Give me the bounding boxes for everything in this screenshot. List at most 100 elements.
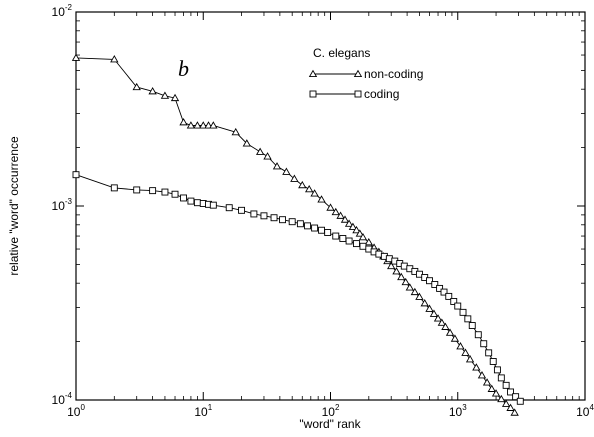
data-point-non-coding <box>110 55 119 63</box>
data-point-non-coding <box>290 174 299 182</box>
data-point-coding <box>474 331 482 339</box>
data-point-non-coding <box>420 299 429 307</box>
data-point-non-coding <box>331 207 340 216</box>
data-point-coding <box>193 199 201 207</box>
data-point-coding <box>440 288 448 296</box>
x-tick-label: 101 <box>194 403 212 419</box>
y-tick-label: 10-2 <box>52 3 73 19</box>
data-point-non-coding <box>255 147 265 155</box>
data-point-coding <box>431 281 439 288</box>
data-point-non-coding <box>310 189 319 197</box>
x-tick-label: 103 <box>449 403 467 419</box>
y-axis-ticks: 10-4 10-3 10-2 <box>52 3 585 407</box>
data-point-non-coding <box>179 118 188 126</box>
data-point-coding <box>209 201 217 209</box>
data-point-non-coding <box>193 121 202 129</box>
data-point-non-coding <box>401 277 410 286</box>
data-point-non-coding <box>506 403 515 411</box>
data-point-non-coding <box>445 328 455 336</box>
legend-title: C. elegans <box>313 46 370 60</box>
data-point-non-coding <box>160 91 170 99</box>
data-point-coding <box>426 277 433 285</box>
data-point-non-coding <box>305 184 314 193</box>
legend-marker <box>308 69 318 78</box>
data-point-non-coding <box>317 195 326 203</box>
data-point-coding <box>110 184 118 192</box>
data-point-non-coding <box>148 87 157 95</box>
data-point-non-coding <box>352 225 361 234</box>
data-point-non-coding <box>491 389 501 397</box>
data-point-non-coding <box>336 211 345 219</box>
legend-item-non-coding: non-coding <box>308 67 423 81</box>
data-point-non-coding <box>497 394 506 403</box>
data-point-non-coding <box>501 399 511 407</box>
data-point-coding <box>318 226 325 234</box>
data-point-non-coding <box>482 378 492 386</box>
data-point-non-coding <box>358 232 368 241</box>
data-point-coding <box>161 188 169 196</box>
data-point-non-coding <box>364 237 373 246</box>
data-point-non-coding <box>242 139 251 147</box>
data-point-non-coding <box>456 342 465 350</box>
data-point-non-coding <box>441 322 450 330</box>
data-point-non-coding <box>433 314 443 322</box>
data-point-coding <box>493 366 501 374</box>
data-point-coding <box>133 186 141 194</box>
data-point-non-coding <box>387 261 396 270</box>
data-point-coding <box>489 358 497 365</box>
data-point-non-coding <box>429 309 439 317</box>
data-point-non-coding <box>461 348 470 356</box>
data-point-coding <box>332 232 340 240</box>
data-point-coding <box>445 292 453 300</box>
data-point-non-coding <box>204 121 213 129</box>
data-point-coding <box>225 204 233 212</box>
data-point-coding <box>238 206 246 214</box>
data-point-coding <box>279 216 287 224</box>
data-point-non-coding <box>170 93 180 102</box>
y-tick-label: 10-4 <box>52 391 73 407</box>
data-point-coding <box>516 397 524 405</box>
data-point-coding <box>450 298 458 305</box>
data-point-non-coding <box>209 121 218 129</box>
data-point-coding <box>436 284 444 292</box>
y-tick-label: 10-3 <box>52 197 73 213</box>
data-point-non-coding <box>487 384 496 392</box>
data-point-non-coding <box>355 229 365 237</box>
data-point-coding <box>296 220 304 228</box>
data-point-non-coding <box>186 121 196 129</box>
legend-marker <box>353 69 363 78</box>
data-point-coding <box>353 240 360 248</box>
data-point-non-coding <box>199 121 208 129</box>
data-point-coding <box>454 302 462 310</box>
data-point-non-coding <box>326 203 335 211</box>
legend-marker <box>309 90 317 98</box>
data-point-non-coding <box>263 152 272 160</box>
x-tick-label: 104 <box>576 403 594 419</box>
data-point-coding <box>187 197 195 205</box>
legend-marker <box>354 90 362 98</box>
data-point-coding <box>485 349 493 357</box>
data-point-non-coding <box>397 272 406 281</box>
x-tick-label: 102 <box>322 403 340 419</box>
data-point-non-coding <box>465 355 475 363</box>
data-point-non-coding <box>71 53 81 61</box>
data-point-non-coding <box>477 371 487 379</box>
data-point-non-coding <box>298 180 307 189</box>
data-point-non-coding <box>272 162 282 170</box>
data-point-coding <box>345 237 353 245</box>
data-point-coding <box>311 224 319 232</box>
data-point-coding <box>324 229 332 236</box>
data-point-non-coding <box>405 283 414 291</box>
legend-label: non-coding <box>364 67 423 81</box>
data-point-non-coding <box>410 287 420 296</box>
data-point-coding <box>171 190 179 198</box>
data-point-non-coding <box>510 408 519 416</box>
y-axis-label: relative "word" occurrence <box>7 136 21 276</box>
data-point-coding <box>497 374 505 382</box>
data-point-non-coding <box>348 222 358 230</box>
data-point-coding <box>270 214 278 222</box>
data-point-coding <box>459 308 467 316</box>
data-point-coding <box>149 187 157 195</box>
series-layer <box>71 53 524 416</box>
